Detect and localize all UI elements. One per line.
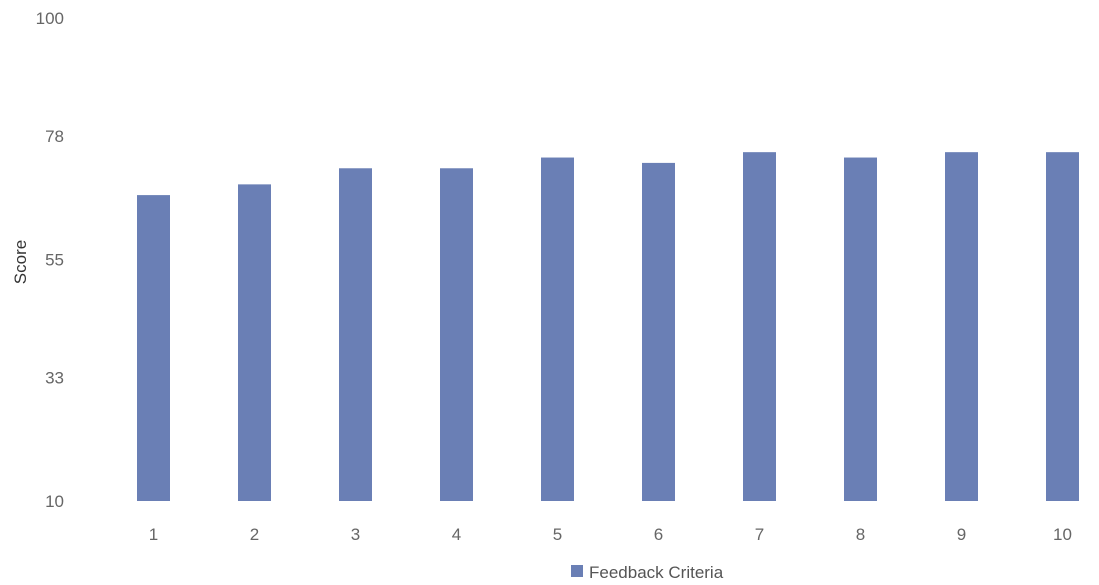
bar [642,162,675,501]
bar [137,195,170,501]
bar [945,152,978,501]
y-axis-ticks: 10 33 55 78 100 [36,9,64,511]
x-tick-label: 9 [957,525,966,544]
y-tick-label: 33 [45,369,64,388]
y-tick-label: 100 [36,9,64,28]
legend-label: Feedback Criteria [589,563,724,582]
x-tick-label: 4 [452,525,461,544]
x-tick-label: 7 [755,525,764,544]
y-tick-label: 10 [45,492,64,511]
y-tick-label: 78 [45,127,64,146]
y-tick-label: 55 [45,251,64,270]
bar [238,184,271,501]
bar [541,157,574,502]
bar [743,152,776,501]
bars [137,152,1079,502]
x-tick-label: 3 [351,525,360,544]
bar [440,168,473,501]
bar [339,168,372,501]
y-axis-label: Score [11,240,30,284]
x-tick-label: 2 [250,525,259,544]
legend: Feedback Criteria [571,563,724,582]
x-tick-label: 6 [654,525,663,544]
legend-swatch [571,565,583,577]
bar [844,157,877,502]
x-tick-label: 1 [149,525,158,544]
x-tick-label: 5 [553,525,562,544]
x-axis-ticks: 1 2 3 4 5 6 7 8 9 10 [149,525,1072,544]
x-tick-label: 10 [1053,525,1072,544]
x-tick-label: 8 [856,525,865,544]
bar [1046,152,1079,501]
